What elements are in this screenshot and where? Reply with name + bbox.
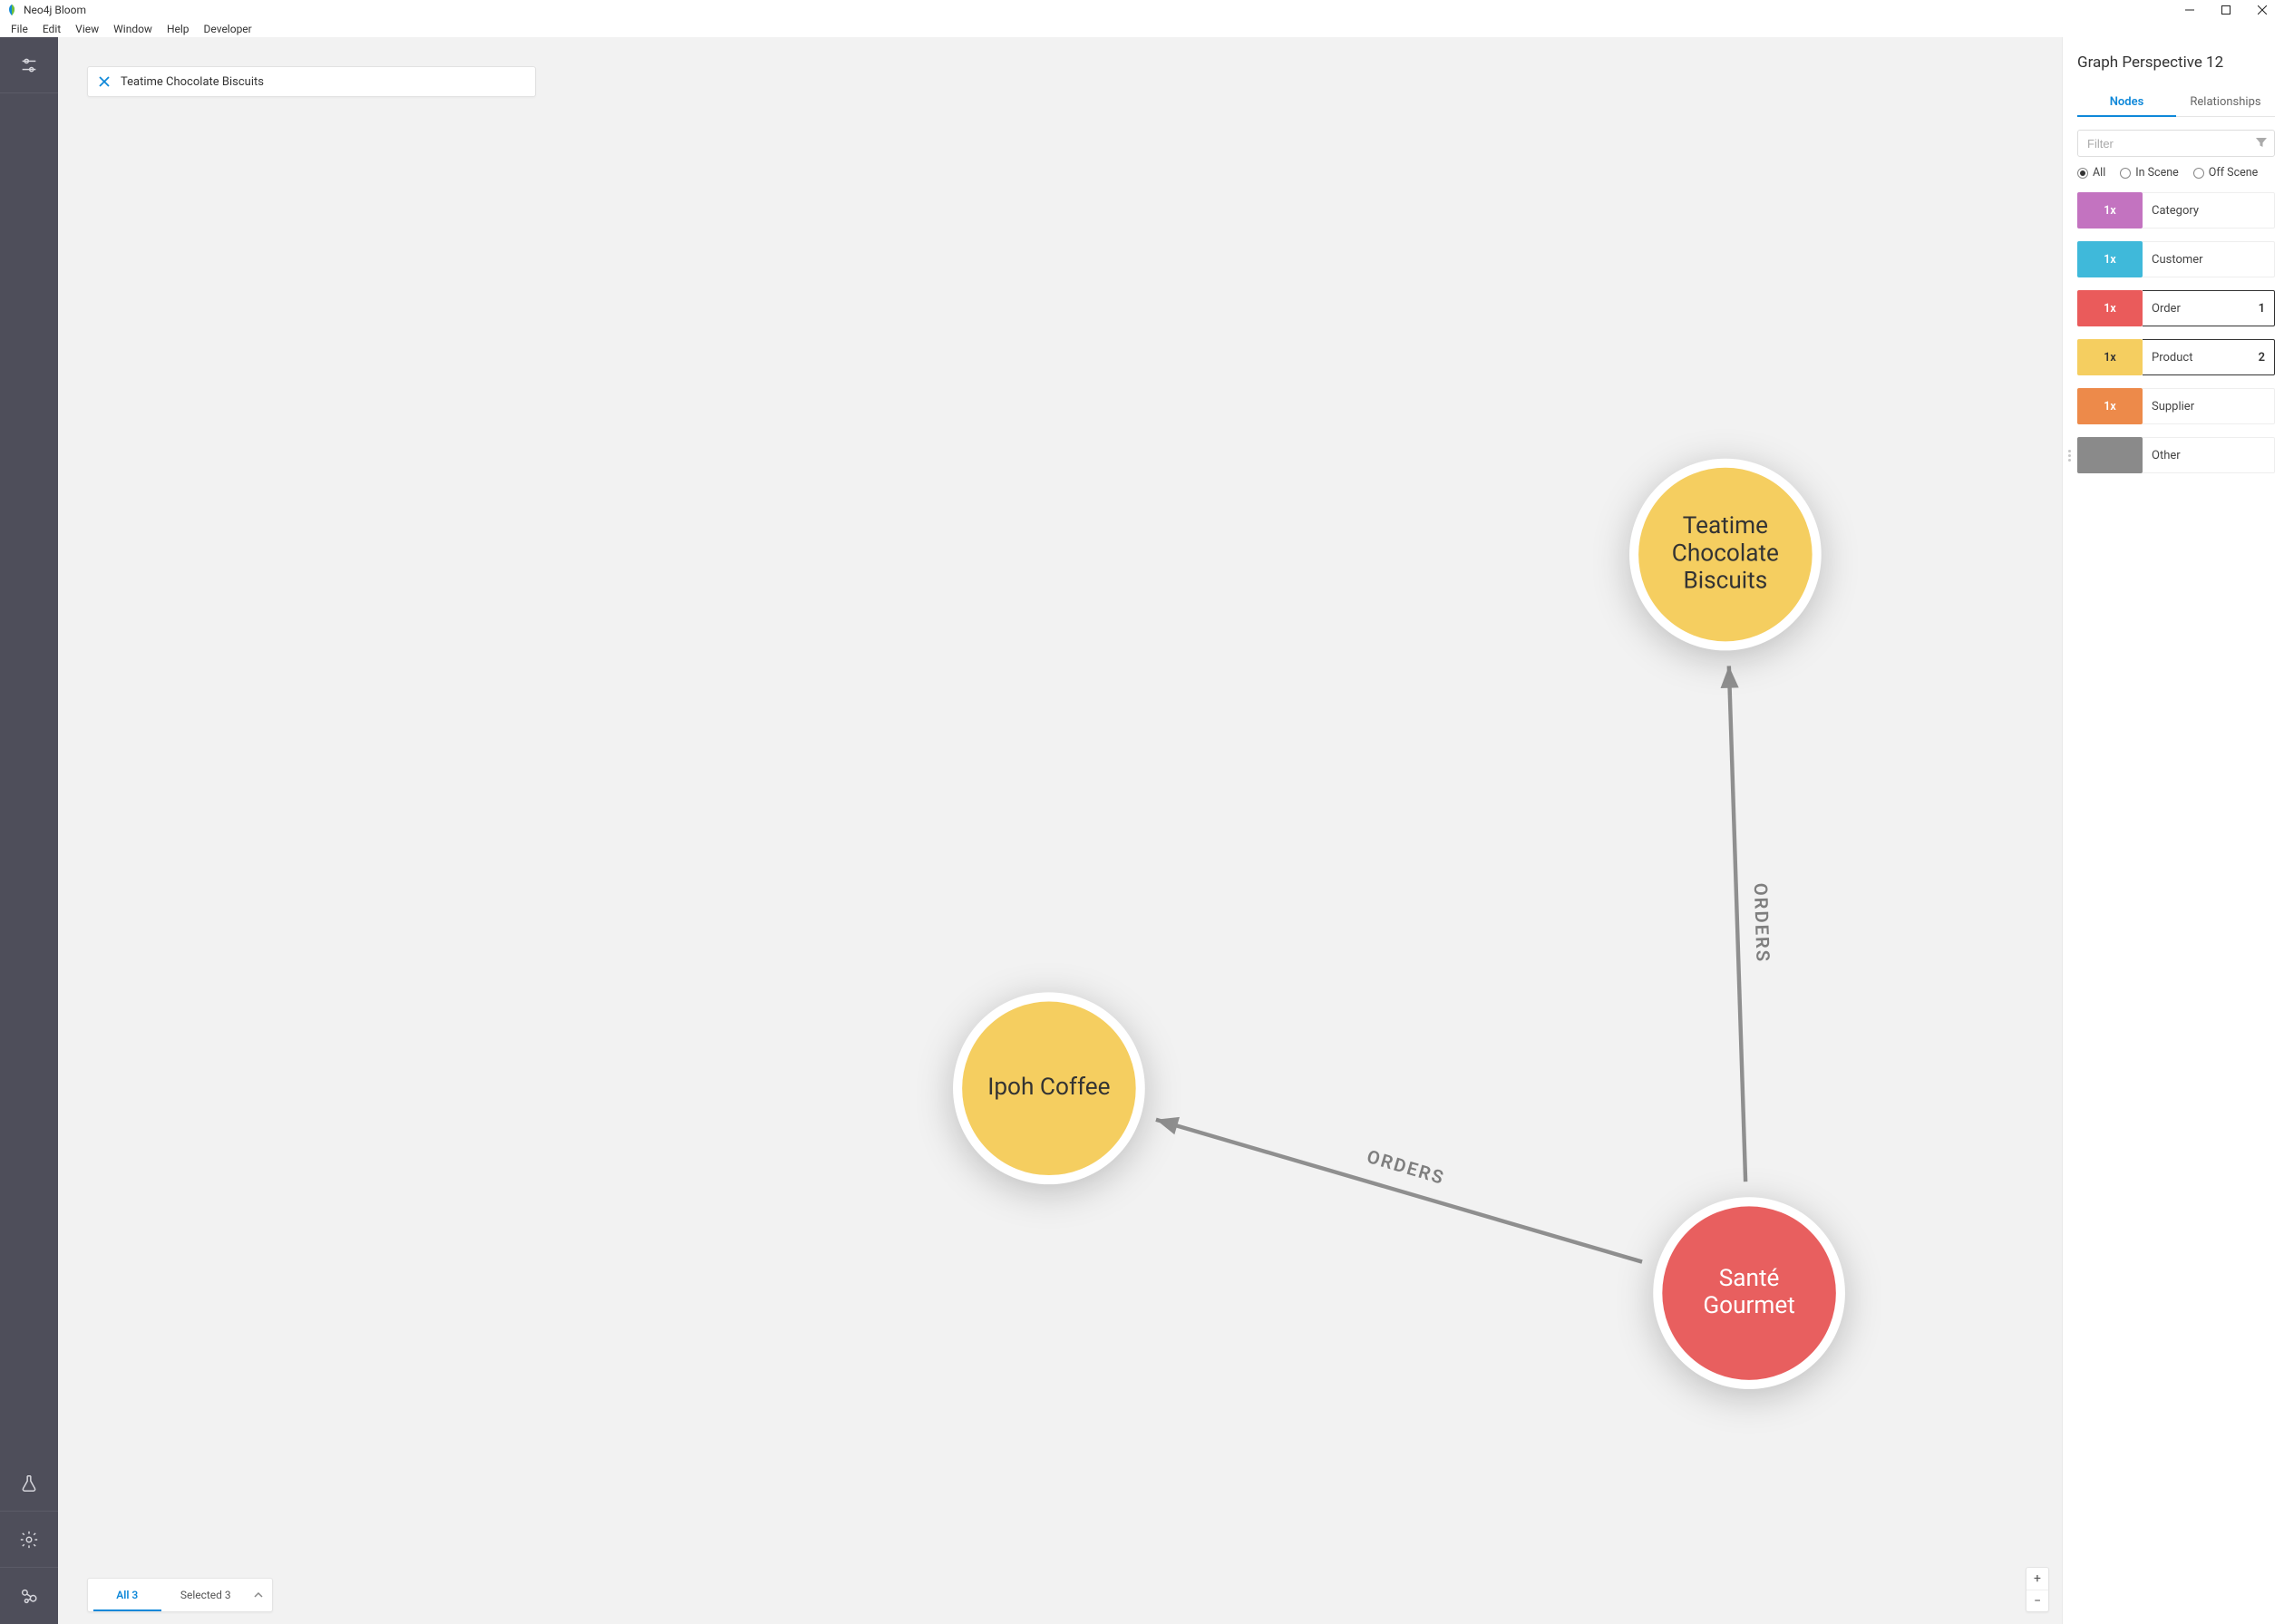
scope-radios: All In Scene Off Scene xyxy=(2077,166,2275,180)
drag-handle-icon[interactable] xyxy=(2065,450,2074,462)
edge-label: ORDERS xyxy=(1750,882,1774,963)
filter-input[interactable] xyxy=(2077,130,2275,157)
tab-relationships[interactable]: Relationships xyxy=(2176,88,2275,116)
graph-svg: ORDERSORDERSTeatimeChocolateBiscuitsIpoh… xyxy=(58,37,2062,1624)
search-bar[interactable]: Teatime Chocolate Biscuits xyxy=(87,66,536,97)
scope-label: Off Scene xyxy=(2209,166,2259,180)
tab-nodes[interactable]: Nodes xyxy=(2077,88,2176,116)
minimize-button[interactable] xyxy=(2172,0,2208,20)
menu-view[interactable]: View xyxy=(68,21,106,37)
graph-node[interactable]: SantéGourmet xyxy=(1657,1201,1841,1385)
legend-swatch: 1x xyxy=(2077,241,2143,277)
radio-icon xyxy=(2193,168,2204,179)
flask-icon[interactable] xyxy=(0,1455,58,1512)
legend-label: Customer xyxy=(2143,241,2275,277)
chevron-up-icon[interactable] xyxy=(245,1579,272,1611)
left-rail xyxy=(0,37,58,1624)
node-label: Ipoh Coffee xyxy=(987,1074,1110,1101)
legend-swatch: 1x xyxy=(2077,339,2143,375)
scope-label: In Scene xyxy=(2135,166,2179,180)
zoom-in-button[interactable]: + xyxy=(2026,1568,2048,1590)
legend-row[interactable]: 1xCustomer xyxy=(2077,241,2275,277)
legend-row[interactable]: 1xOrder1 xyxy=(2077,290,2275,326)
node-label: Santé xyxy=(1719,1265,1780,1292)
menu-file[interactable]: File xyxy=(4,21,35,37)
graph-edge[interactable] xyxy=(1156,1120,1642,1262)
selection-footer: All 3 Selected 3 xyxy=(87,1578,273,1612)
scope-option[interactable]: Off Scene xyxy=(2193,166,2259,180)
window-controls xyxy=(2172,0,2280,20)
scope-label: All xyxy=(2093,166,2105,180)
arrowhead-icon xyxy=(1156,1117,1180,1134)
filter-icon[interactable] xyxy=(2255,136,2268,152)
legend-swatch: 1x xyxy=(2077,388,2143,424)
node-label: Chocolate xyxy=(1672,540,1779,567)
legend-swatch: 1x xyxy=(2077,192,2143,229)
perspective-title: Graph Perspective 12 xyxy=(2077,53,2275,72)
graph-node[interactable]: TeatimeChocolateBiscuits xyxy=(1634,463,1817,647)
legend-label: Product2 xyxy=(2143,339,2275,375)
legend-swatch: 1x xyxy=(2077,290,2143,326)
legend-row[interactable]: 1xProduct2 xyxy=(2077,339,2275,375)
main: ORDERSORDERSTeatimeChocolateBiscuitsIpoh… xyxy=(0,37,2284,1624)
legend-swatch xyxy=(2077,437,2143,473)
menu-edit[interactable]: Edit xyxy=(35,21,68,37)
scope-option[interactable]: In Scene xyxy=(2120,166,2179,180)
tab-all[interactable]: All 3 xyxy=(88,1579,167,1611)
tab-selected[interactable]: Selected 3 xyxy=(167,1579,246,1611)
menu-developer[interactable]: Developer xyxy=(197,21,259,37)
legend-label: Other xyxy=(2143,437,2275,473)
scope-option[interactable]: All xyxy=(2077,166,2105,180)
maximize-button[interactable] xyxy=(2208,0,2244,20)
graph-edge[interactable] xyxy=(1729,666,1745,1182)
legend: 1xCategory1xCustomer1xOrder11xProduct21x… xyxy=(2077,192,2275,473)
legend-label: Order1 xyxy=(2143,290,2275,326)
close-button[interactable] xyxy=(2244,0,2280,20)
node-label: Biscuits xyxy=(1683,568,1767,595)
graph-icon[interactable] xyxy=(0,1568,58,1624)
zoom-controls: + − xyxy=(2026,1567,2049,1612)
legend-row[interactable]: Other xyxy=(2077,437,2275,473)
menu-help[interactable]: Help xyxy=(160,21,197,37)
zoom-out-button[interactable]: − xyxy=(2026,1590,2048,1611)
right-panel: Graph Perspective 12 Nodes Relationships… xyxy=(2062,37,2284,1624)
menubar: FileEditViewWindowHelpDeveloper xyxy=(0,20,2284,37)
menu-window[interactable]: Window xyxy=(106,21,160,37)
graph-node[interactable]: Ipoh Coffee xyxy=(957,997,1141,1180)
node-label: Gourmet xyxy=(1703,1292,1795,1319)
clear-search-icon[interactable] xyxy=(97,74,112,89)
legend-count: 2 xyxy=(2259,351,2265,365)
filter-box xyxy=(2077,130,2275,157)
radio-icon xyxy=(2077,168,2088,179)
search-text: Teatime Chocolate Biscuits xyxy=(121,75,264,89)
sliders-icon[interactable] xyxy=(0,37,58,93)
legend-label: Category xyxy=(2143,192,2275,229)
gear-icon[interactable] xyxy=(0,1512,58,1568)
legend-count: 1 xyxy=(2259,302,2265,316)
node-label: Teatime xyxy=(1683,512,1768,540)
titlebar: Neo4j Bloom xyxy=(0,0,2284,20)
arrowhead-icon xyxy=(1721,666,1739,688)
panel-tabs: Nodes Relationships xyxy=(2077,88,2275,117)
legend-label: Supplier xyxy=(2143,388,2275,424)
graph-canvas[interactable]: ORDERSORDERSTeatimeChocolateBiscuitsIpoh… xyxy=(58,37,2062,1624)
window-title: Neo4j Bloom xyxy=(24,4,86,16)
legend-row[interactable]: 1xCategory xyxy=(2077,192,2275,229)
radio-icon xyxy=(2120,168,2131,179)
legend-row[interactable]: 1xSupplier xyxy=(2077,388,2275,424)
app-logo-icon xyxy=(5,4,18,16)
